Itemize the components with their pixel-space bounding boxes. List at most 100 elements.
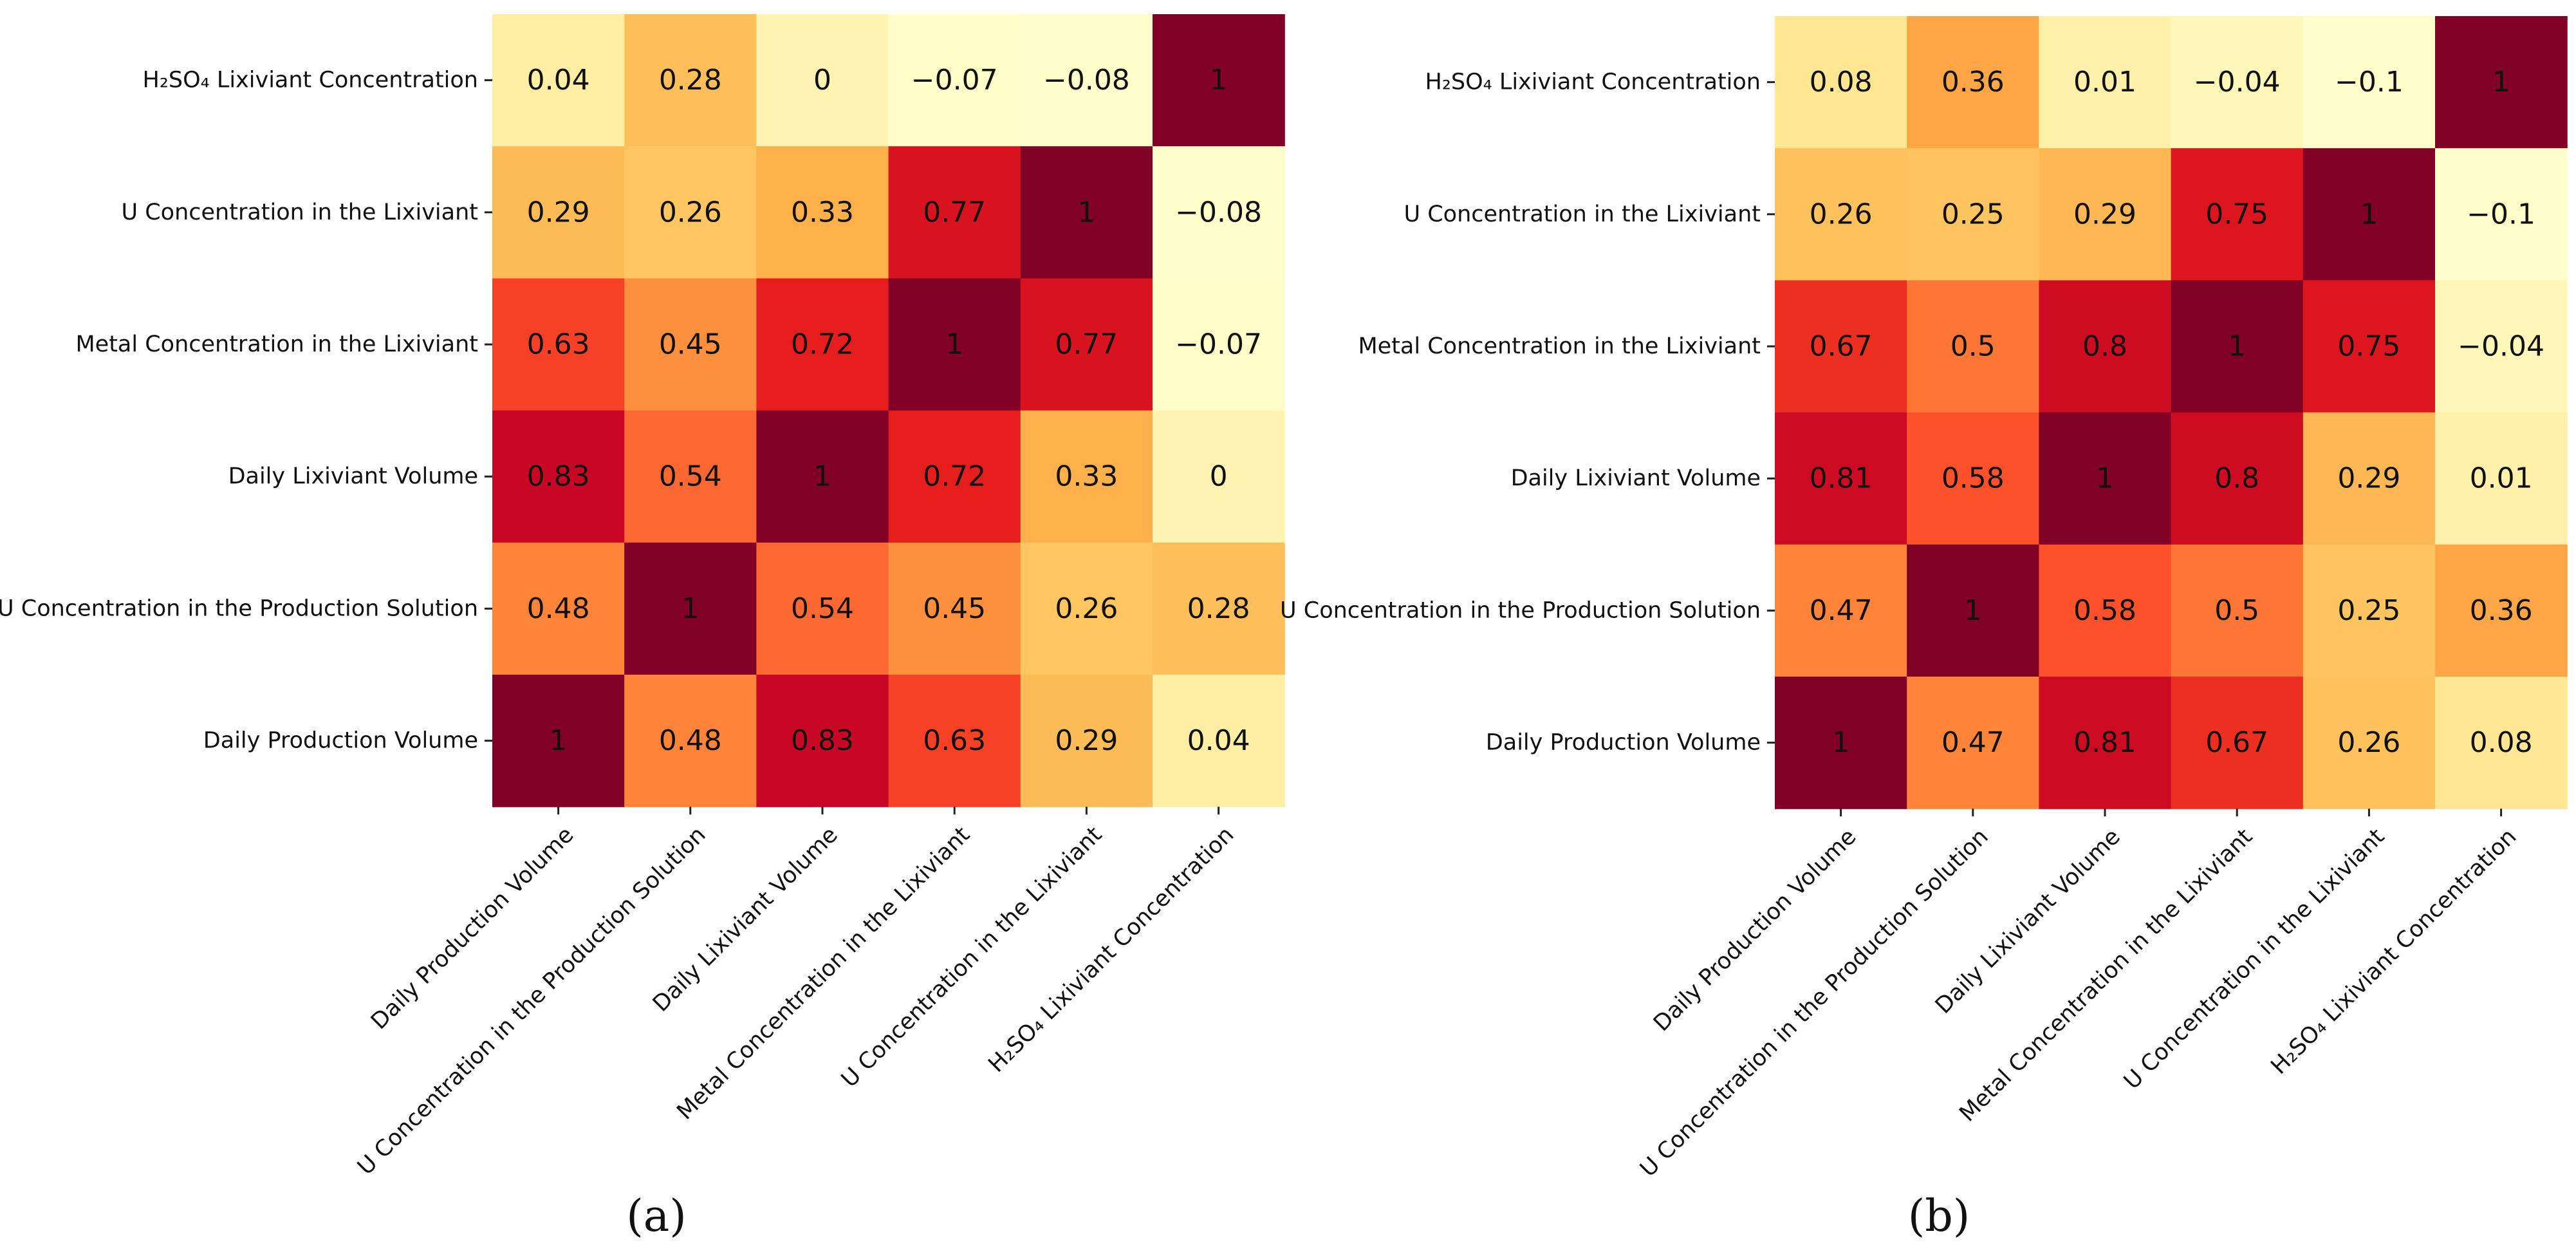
cell-value-label: 0.29	[527, 196, 590, 229]
cell-value-label: 0.08	[2470, 726, 2533, 759]
cell-value-label: 0.29	[2073, 198, 2136, 230]
cell-value-label: −0.07	[911, 64, 998, 97]
heatmap-cell	[1153, 542, 1285, 675]
heatmap-cell	[2435, 544, 2568, 677]
heatmap-cell	[756, 542, 889, 675]
x-tick-label-u-concentration-in-the-lixiviant: U Concentration in the Lixiviant	[837, 822, 1107, 1092]
heatmap-cell	[1020, 146, 1153, 279]
cell-value-label: 0.26	[2337, 726, 2400, 759]
y-tick-label-daily-production-volume: Daily Production Volume	[1486, 730, 1761, 756]
cell-value-label: 0.26	[1810, 198, 1873, 230]
cell-value-label: 0.47	[1941, 726, 2005, 759]
heatmap-cell	[1020, 542, 1153, 675]
cell-value-label: 0.75	[2205, 198, 2268, 230]
heatmap-cell	[2039, 148, 2172, 281]
cell-value-label: 0.29	[2337, 462, 2400, 495]
cell-value-label: 0.81	[1810, 462, 1873, 495]
cell-value-label: −0.04	[2194, 66, 2281, 98]
heatmap-cell	[2171, 16, 2304, 149]
cell-value-label: 1	[1832, 726, 1850, 759]
heatmap-cell	[756, 410, 889, 543]
cell-value-label: 0.45	[659, 328, 722, 361]
cell-value-label: 0.45	[923, 592, 986, 625]
heatmap-cell	[1907, 412, 2039, 545]
y-tick-label-daily-lixiviant-volume: Daily Lixiviant Volume	[1511, 465, 1761, 491]
cell-value-label: 0.25	[1941, 198, 2005, 230]
cell-value-label: 0.01	[2073, 66, 2136, 98]
cell-value-label: 0.48	[527, 592, 590, 625]
heatmap-cell	[624, 146, 757, 279]
heatmap-panel-b: 0.08 0.36 0.01 −0.04 −0.1 1 0.26 0.25 0.29 0.75 1 −…	[1280, 16, 2568, 1242]
panel-label: (a)	[626, 1191, 687, 1242]
cell-value-label: 0.04	[1187, 724, 1250, 757]
x-tick-label-metal-concentration-in-the-lixiviant: Metal Concentration in the Lixiviant	[1954, 824, 2257, 1127]
heatmap-cell	[2039, 412, 2172, 545]
cell-value-label: 1	[550, 724, 568, 757]
cell-value-label: −0.07	[1175, 328, 1262, 361]
heatmap-cell	[1153, 14, 1285, 147]
heatmap-cell	[2435, 412, 2568, 545]
cell-value-label: 1	[2228, 330, 2246, 363]
heatmap-cell	[1907, 544, 2039, 677]
heatmap-cell	[2039, 16, 2172, 149]
cell-value-label: 0.8	[2082, 330, 2127, 363]
x-tick-label-h-so-lixiviant-concentration: H₂SO₄ Lixiviant Concentration	[2266, 824, 2521, 1080]
cell-value-label: 0.83	[791, 724, 854, 757]
heatmap-cell	[2435, 16, 2568, 149]
cell-value-label: 0.67	[1810, 330, 1873, 363]
heatmap-cell	[2303, 280, 2436, 413]
x-tick-label-u-concentration-in-the-lixiviant: U Concentration in the Lixiviant	[2119, 824, 2389, 1094]
cell-value-label: 0.63	[923, 724, 986, 757]
panel-label: (b)	[1908, 1191, 1970, 1242]
cell-value-label: 0.67	[2205, 726, 2268, 759]
heatmap-cell	[1775, 280, 1907, 413]
heatmap-cell	[1775, 412, 1907, 545]
x-tick-label-metal-concentration-in-the-lixiviant: Metal Concentration in the Lixiviant	[672, 822, 975, 1125]
heatmap-cell	[888, 146, 1021, 279]
heatmap-cell	[492, 410, 625, 543]
heatmap-cell	[756, 146, 889, 279]
heatmap-cell	[2171, 412, 2304, 545]
heatmap-panel-a: 0.04 0.28 0 −0.07 −0.08 1 0.29 0.26 0.33 0.77 1 −0.…	[0, 14, 1285, 1242]
heatmap-cell	[2303, 148, 2436, 281]
heatmap-cell	[1153, 278, 1285, 411]
cell-value-label: 0.48	[659, 724, 722, 757]
heatmap-cell	[756, 14, 889, 147]
heatmap-cell	[888, 278, 1021, 411]
heatmap-cell	[756, 675, 889, 807]
y-tick-label-h-so-lixiviant-concentration: H₂SO₄ Lixiviant Concentration	[1425, 70, 1761, 95]
heatmap-cell	[1020, 675, 1153, 807]
heatmap-cell	[1907, 16, 2039, 149]
cell-value-label: 0.47	[1810, 594, 1873, 627]
heatmap-cell	[2303, 544, 2436, 677]
cell-value-label: 0.36	[2470, 594, 2533, 627]
y-tick-label-u-concentration-in-the-production-solution: U Concentration in the Production Soluti…	[1280, 597, 1761, 623]
heatmap-cell	[624, 410, 757, 543]
heatmap-cell	[492, 278, 625, 411]
heatmap-cell	[1775, 148, 1907, 281]
cell-value-label: 0	[813, 64, 831, 97]
cell-value-label: 0.81	[2073, 726, 2136, 759]
cell-value-label: 0.72	[923, 460, 986, 493]
cell-value-label: 0.36	[1941, 66, 2005, 98]
cell-value-label: −0.1	[2335, 66, 2404, 98]
cell-value-label: 0.33	[791, 196, 854, 229]
heatmap-cell	[1020, 278, 1153, 411]
heatmap-cell	[2435, 280, 2568, 413]
cell-value-label: 0.8	[2214, 462, 2259, 495]
heatmap-cell	[2303, 16, 2436, 149]
y-tick-label-daily-lixiviant-volume: Daily Lixiviant Volume	[228, 464, 478, 489]
heatmap-cell	[1775, 544, 1907, 677]
heatmap-cell	[2171, 544, 2304, 677]
y-tick-label-u-concentration-in-the-production-solution: U Concentration in the Production Soluti…	[0, 595, 478, 621]
cell-value-label: −0.08	[1175, 196, 1262, 229]
cell-value-label: 0	[1210, 460, 1228, 493]
heatmap-cell	[1153, 410, 1285, 543]
y-tick-label-u-concentration-in-the-lixiviant: U Concentration in the Lixiviant	[1404, 202, 1761, 227]
cell-value-label: 1	[1210, 64, 1228, 97]
heatmap-cell	[2039, 544, 2172, 677]
cell-value-label: 0.01	[2470, 462, 2533, 495]
cell-value-label: 0.28	[1187, 592, 1250, 625]
heatmap-cell	[492, 542, 625, 675]
heatmap-cell	[624, 14, 757, 147]
